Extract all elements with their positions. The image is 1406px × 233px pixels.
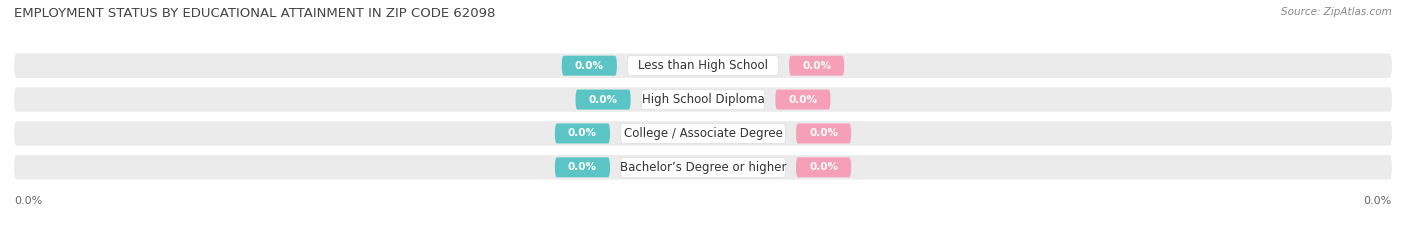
- FancyBboxPatch shape: [575, 89, 631, 110]
- FancyBboxPatch shape: [620, 123, 786, 144]
- FancyBboxPatch shape: [789, 56, 844, 76]
- FancyBboxPatch shape: [14, 87, 1392, 112]
- Text: 0.0%: 0.0%: [14, 196, 42, 206]
- Text: 0.0%: 0.0%: [808, 128, 838, 138]
- FancyBboxPatch shape: [14, 155, 1392, 180]
- FancyBboxPatch shape: [14, 121, 1392, 146]
- Text: 0.0%: 0.0%: [1364, 196, 1392, 206]
- Text: College / Associate Degree: College / Associate Degree: [624, 127, 782, 140]
- Text: 0.0%: 0.0%: [789, 95, 817, 105]
- Text: Bachelor’s Degree or higher: Bachelor’s Degree or higher: [620, 161, 786, 174]
- Text: 0.0%: 0.0%: [803, 61, 831, 71]
- FancyBboxPatch shape: [775, 89, 831, 110]
- Text: Source: ZipAtlas.com: Source: ZipAtlas.com: [1281, 7, 1392, 17]
- FancyBboxPatch shape: [796, 157, 851, 177]
- Text: EMPLOYMENT STATUS BY EDUCATIONAL ATTAINMENT IN ZIP CODE 62098: EMPLOYMENT STATUS BY EDUCATIONAL ATTAINM…: [14, 7, 495, 20]
- Text: Less than High School: Less than High School: [638, 59, 768, 72]
- FancyBboxPatch shape: [14, 53, 1392, 78]
- Text: 0.0%: 0.0%: [575, 61, 603, 71]
- FancyBboxPatch shape: [562, 56, 617, 76]
- FancyBboxPatch shape: [555, 157, 610, 177]
- FancyBboxPatch shape: [796, 123, 851, 144]
- Text: 0.0%: 0.0%: [568, 162, 598, 172]
- FancyBboxPatch shape: [555, 123, 610, 144]
- Text: High School Diploma: High School Diploma: [641, 93, 765, 106]
- FancyBboxPatch shape: [641, 89, 765, 110]
- Text: 0.0%: 0.0%: [568, 128, 598, 138]
- FancyBboxPatch shape: [620, 157, 786, 177]
- FancyBboxPatch shape: [627, 56, 779, 76]
- Text: 0.0%: 0.0%: [589, 95, 617, 105]
- Text: 0.0%: 0.0%: [808, 162, 838, 172]
